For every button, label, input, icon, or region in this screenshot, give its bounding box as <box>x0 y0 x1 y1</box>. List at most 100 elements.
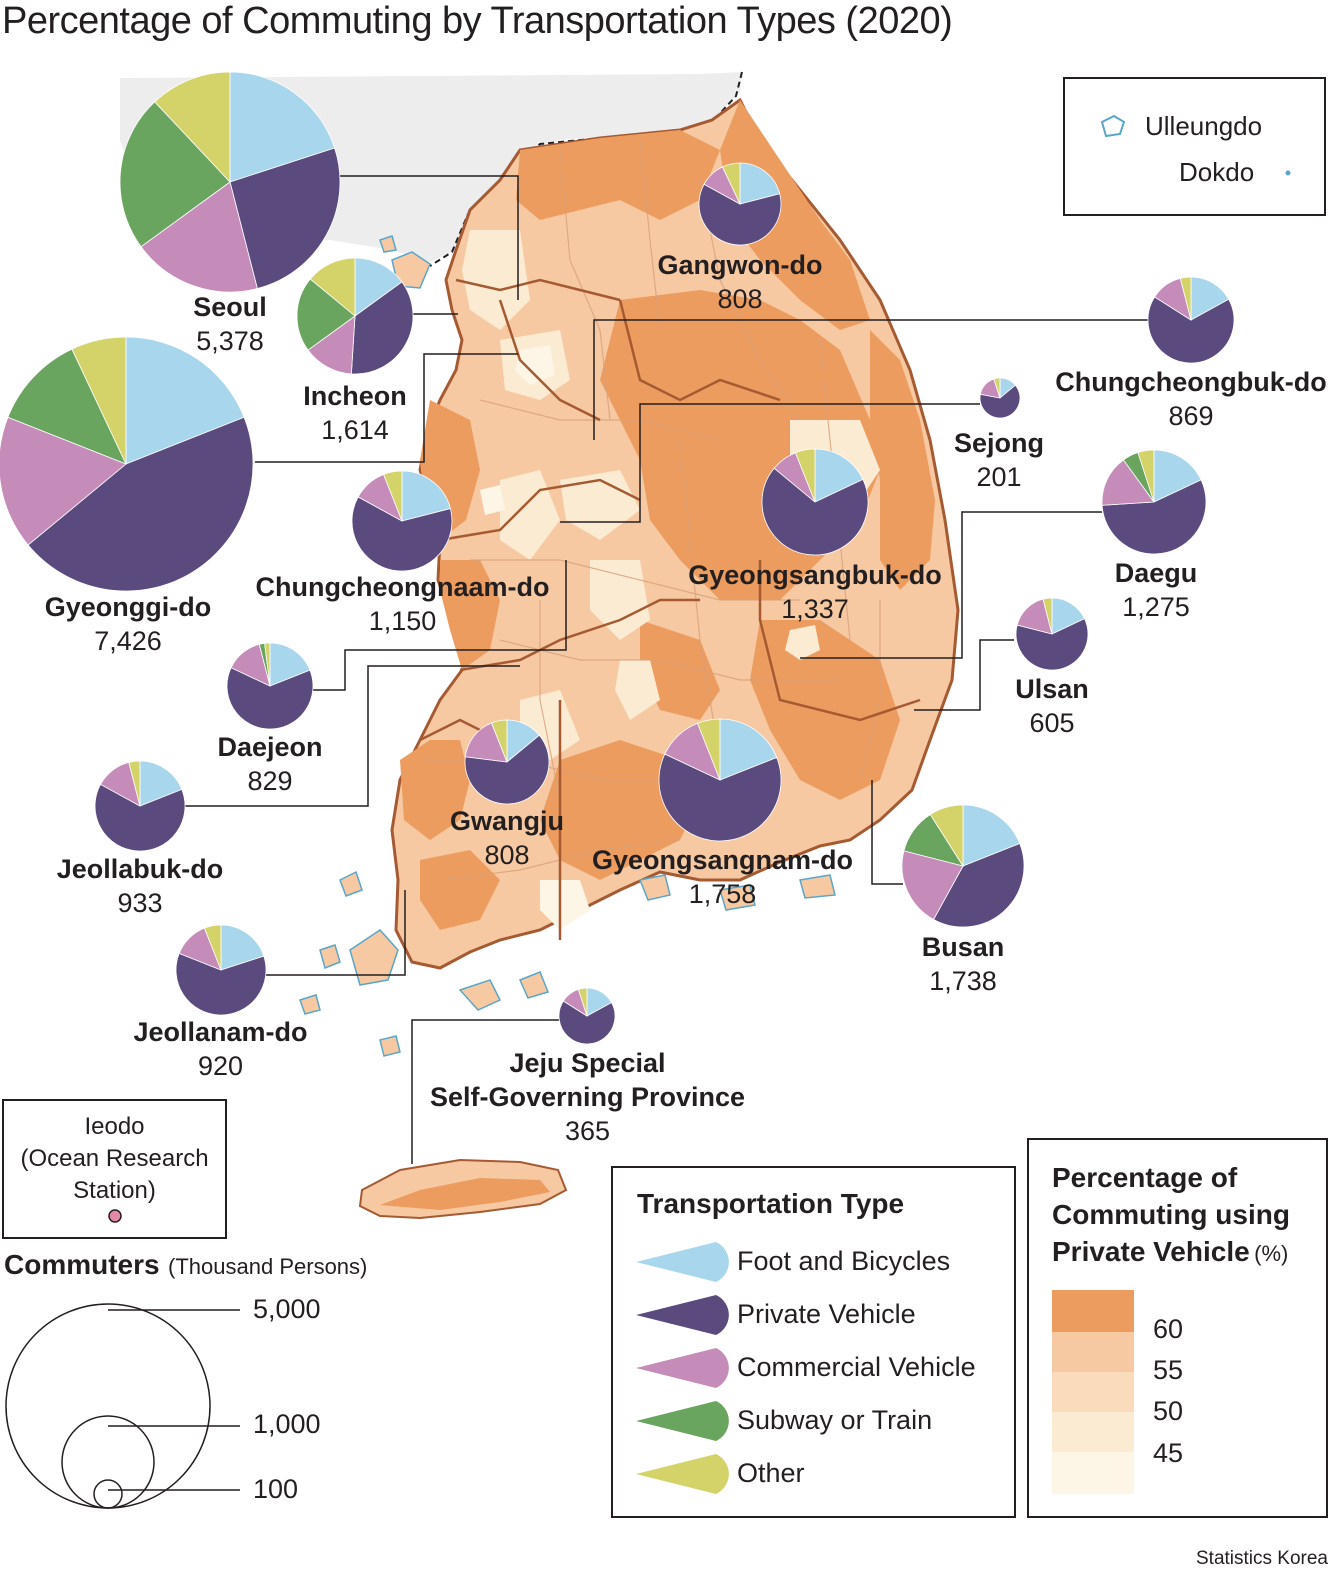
region-value: 605 <box>1029 708 1075 738</box>
pie-chungcheongbuk-do <box>1147 276 1235 364</box>
pie-slice <box>1179 276 1192 321</box>
pie-slice <box>698 183 782 246</box>
pct-swatch-below45 <box>1052 1452 1134 1494</box>
size-circle-5000 <box>5 1303 211 1509</box>
label-chungbuk: Chungcheongbuk-do 869 <box>1050 365 1332 433</box>
pie-slice <box>269 642 311 687</box>
pie-gangwon-do <box>698 162 782 246</box>
pie-slice <box>27 416 254 592</box>
pie-sejong <box>979 377 1021 419</box>
pie-slice <box>814 448 864 503</box>
pie-chungcheongnaam-do <box>351 470 453 572</box>
label-daejeon: Daejeon 829 <box>205 730 335 798</box>
type-legend-item-1: Private Vehicle <box>737 1299 916 1329</box>
pie-busan <box>901 804 1025 928</box>
region-value: 869 <box>1168 401 1214 431</box>
pie-slice <box>558 1000 616 1045</box>
region-name: Chungcheongbuk-do <box>1055 367 1327 397</box>
pie-slice <box>794 448 816 503</box>
pie-slice <box>993 377 1001 399</box>
pie-daejeon <box>226 642 314 730</box>
private-vehicle-pct-legend: Percentage of Commuting using Private Ve… <box>1027 1138 1328 1518</box>
region-name-line2: Self-Governing Province <box>429 1082 746 1112</box>
label-seoul: Seoul 5,378 <box>170 290 290 358</box>
pie-slice <box>296 278 356 351</box>
pct-swatch-50 <box>1052 1372 1134 1412</box>
pct-legend-title-1: Percentage of <box>1052 1162 1238 1193</box>
label-jeonbuk: Jeollabuk-do 933 <box>50 852 230 920</box>
pie-layer <box>0 71 1235 1045</box>
pct-60-zones <box>400 100 935 930</box>
pie-ulsan <box>1015 597 1089 671</box>
size-legend-title: Commuters (Thousand Persons) <box>4 1249 367 1281</box>
pie-slice <box>1101 459 1155 506</box>
pie-slice <box>979 384 1021 419</box>
pie-daegu <box>1101 449 1207 555</box>
pie-slice <box>929 804 964 868</box>
pie-slice <box>71 336 127 465</box>
ieodo-inset: Ieodo (Ocean Research Station) <box>2 1099 227 1239</box>
region-value: 365 <box>564 1116 611 1146</box>
region-name: Sejong <box>953 428 1044 458</box>
type-legend-swatch <box>636 1454 729 1494</box>
region-value: 1,614 <box>321 415 389 445</box>
pie-slice <box>351 496 453 572</box>
pct-legend-title-3-text: Private Vehicle <box>1052 1236 1250 1267</box>
label-chungnam: Chungcheongnaam-do 1,150 <box>250 570 555 638</box>
pie-slice <box>901 850 964 920</box>
pie-slice <box>7 348 127 465</box>
type-legend-swatch <box>636 1401 729 1441</box>
region-name: Gyeonggi-do <box>44 592 212 622</box>
region-name: Busan <box>921 932 1005 962</box>
type-legend-item-3: Subway or Train <box>737 1405 933 1435</box>
pie-slice <box>1190 276 1230 321</box>
pie-slice <box>1042 597 1053 635</box>
pie-slice <box>739 162 781 205</box>
type-legend-item-2: Commercial Vehicle <box>737 1352 976 1382</box>
pct-legend-unit: (%) <box>1254 1241 1289 1266</box>
ieodo-line1: Ieodo <box>84 1113 145 1140</box>
pie-slice <box>125 336 245 465</box>
type-legend-swatch <box>636 1242 729 1282</box>
pie-slice <box>229 71 336 183</box>
islands-inset: Ulleungdo Dokdo <box>1063 77 1326 216</box>
pie-slice <box>354 257 403 317</box>
region-value: 5,378 <box>196 326 264 356</box>
pie-slice <box>1153 449 1202 503</box>
label-sejong: Sejong 201 <box>944 426 1054 494</box>
size-legend-circles <box>5 1303 240 1509</box>
pie-slice <box>264 642 271 687</box>
pie-slice <box>491 719 508 763</box>
pct-break-55: 55 <box>1153 1355 1184 1385</box>
pie-slice <box>1137 449 1155 503</box>
region-value: 1,150 <box>368 606 437 636</box>
size-legend-label-100: 100 <box>253 1474 299 1504</box>
pct-swatch-60 <box>1052 1290 1134 1332</box>
pie-gyeonggi-do <box>0 336 254 592</box>
label-gyeongbuk: Gyeongsangbuk-do 1,337 <box>680 558 950 626</box>
pct-lowest-zones <box>480 345 590 930</box>
pie-slice <box>464 734 550 805</box>
pie-slice <box>94 783 186 852</box>
region-value: 933 <box>117 888 163 918</box>
pie-slice <box>761 467 869 556</box>
region-name: Gyeongsangnam-do <box>591 845 854 875</box>
label-gangwon: Gangwon-do 808 <box>640 248 840 316</box>
jeju-inner <box>380 1178 550 1210</box>
pie-slice <box>1051 597 1086 635</box>
pie-slice <box>464 722 508 763</box>
size-legend-heading: Commuters <box>4 1249 160 1280</box>
pie-slice <box>309 257 356 317</box>
region-name: Jeollanam-do <box>133 1017 308 1047</box>
ieodo-line2: (Ocean Research <box>20 1145 209 1172</box>
pie-jeollanam-do <box>175 924 267 1016</box>
pie-slice <box>307 315 356 375</box>
source-note: Statistics Korea <box>1196 1548 1328 1569</box>
pct-break-45: 45 <box>1153 1438 1184 1468</box>
pie-slice <box>350 281 414 375</box>
pie-slice <box>226 667 314 730</box>
label-gyeongnam: Gyeongsangnam-do 1,758 <box>585 843 860 911</box>
pie-jeju-special-self-governing-province <box>558 987 616 1045</box>
label-gwangju: Gwangju 808 <box>437 804 577 872</box>
pct-swatch-55 <box>1052 1332 1134 1372</box>
